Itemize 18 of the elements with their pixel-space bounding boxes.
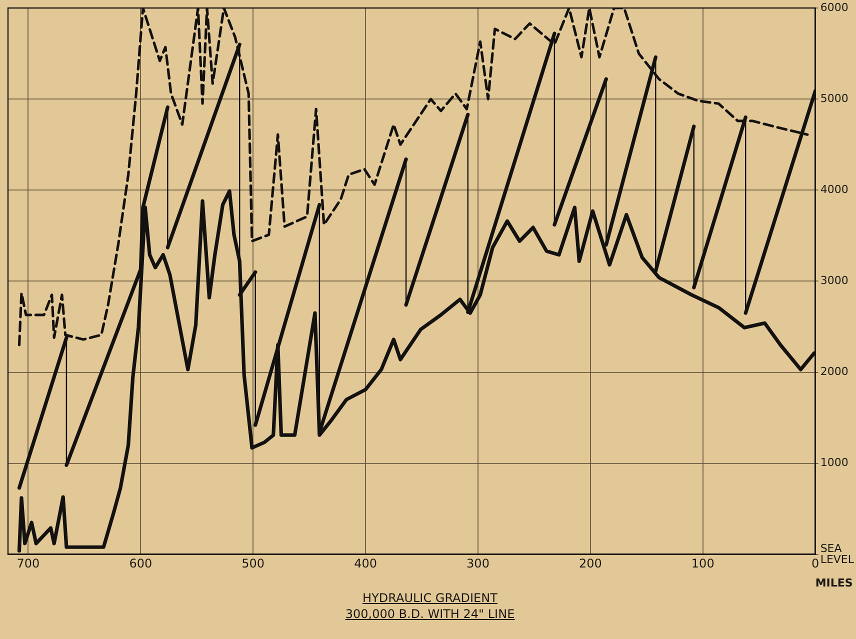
y-tick-label: SEA LEVEL: [820, 542, 855, 566]
x-tick-label: 700: [16, 556, 40, 571]
x-tick-label: 200: [578, 556, 602, 571]
y-tick-label: 5000: [820, 92, 848, 105]
x-tick-label: 100: [691, 556, 714, 571]
x-tick-label: 300: [466, 556, 490, 571]
y-tick-label: 6000: [820, 0, 848, 14]
y-tick-label: 4000: [820, 182, 848, 196]
y-tick-label: 2000: [820, 365, 848, 378]
x-tick-label: 400: [354, 556, 378, 571]
text: 300,000 B.D. WITH 24" LINE: [345, 607, 515, 621]
x-axis-title: MILES: [815, 576, 853, 590]
y-tick-label: 3000: [820, 274, 848, 288]
text: HYDRAULIC GRADIENT: [362, 591, 498, 605]
x-tick-label: 0: [812, 556, 820, 571]
x-tick-label: 600: [129, 556, 152, 571]
y-tick-label: 1000: [820, 456, 848, 470]
x-tick-label: 500: [242, 556, 265, 571]
